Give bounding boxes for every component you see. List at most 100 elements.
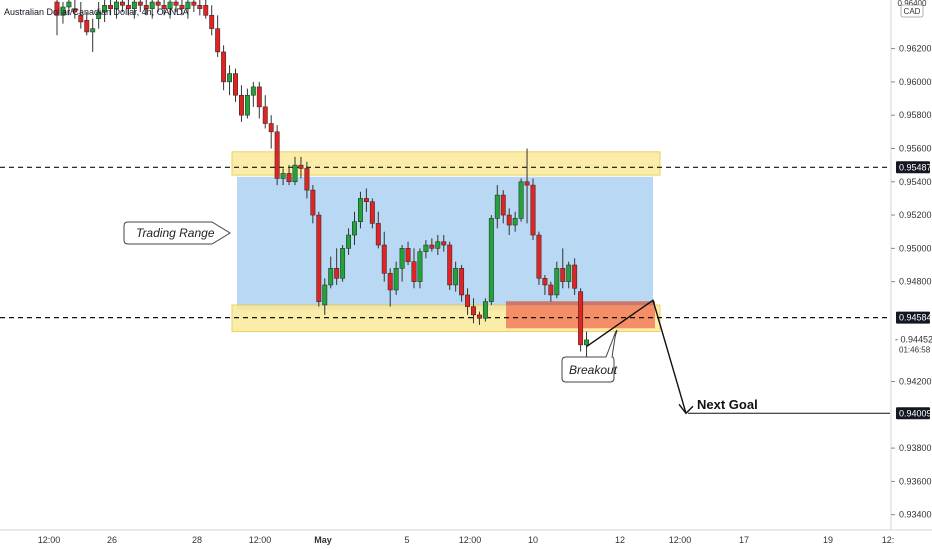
- time-tick-label: 10: [528, 535, 538, 545]
- bear-candle: [54, 1, 60, 16]
- bear-candle: [405, 248, 411, 262]
- bull-candle: [280, 173, 286, 179]
- bull-candle: [90, 28, 96, 33]
- bull-candle: [554, 268, 560, 296]
- bull-candle: [131, 1, 137, 9]
- bear-candle: [381, 244, 387, 274]
- candle-countdown: 01:46:58: [899, 346, 931, 355]
- next-goal-label: Next Goal: [697, 397, 758, 412]
- time-tick-label: 12:00: [38, 535, 61, 545]
- bear-candle: [197, 5, 203, 9]
- svg-text:0.94009: 0.94009: [899, 408, 932, 418]
- bull-candle: [488, 218, 494, 302]
- bear-candle: [548, 284, 554, 296]
- bear-candle: [304, 168, 310, 191]
- bull-candle: [149, 1, 155, 9]
- bull-candle: [417, 251, 423, 282]
- bull-candle: [102, 5, 108, 13]
- bull-candle: [566, 264, 572, 282]
- bull-candle: [393, 268, 399, 291]
- breakout-callout[interactable]: [561, 330, 617, 383]
- bear-candle: [120, 1, 125, 6]
- price-tick-label: 0.95600: [899, 143, 932, 153]
- price-axis[interactable]: 0.93400 0.93600 0.93800 0.94200 0.94800 0.950…: [890, 0, 932, 530]
- svg-text:0.94584: 0.94584: [899, 313, 932, 323]
- time-tick-label: 12:: [882, 535, 895, 545]
- bear-candle: [203, 5, 209, 16]
- price-tick-label: 0.94800: [899, 277, 932, 287]
- trading-range-callout[interactable]: [123, 221, 231, 245]
- bear-candle: [84, 20, 90, 33]
- bear-candle: [530, 184, 536, 236]
- bear-candle: [221, 51, 227, 83]
- last-price-label: - 0.94452: [895, 335, 932, 345]
- time-tick-label: 26: [107, 535, 117, 545]
- bull-candle: [185, 1, 191, 9]
- bear-candle: [524, 181, 530, 186]
- bear-candle: [560, 268, 566, 282]
- bear-candle: [411, 261, 417, 282]
- bear-candle: [179, 5, 185, 9]
- time-tick-label: 12:00: [249, 535, 272, 545]
- bear-candle: [72, 8, 78, 13]
- bull-candle: [346, 234, 352, 249]
- bull-candle: [453, 268, 459, 286]
- bull-candle: [352, 221, 357, 236]
- bear-candle: [542, 278, 548, 286]
- bull-candle: [584, 339, 589, 346]
- currency-label: CAD: [904, 7, 921, 16]
- bull-candle: [399, 248, 405, 269]
- time-tick-label: 12: [615, 535, 625, 545]
- bear-candle: [459, 268, 465, 296]
- svg-text:0.95487: 0.95487: [899, 162, 932, 172]
- bear-candle: [268, 123, 274, 133]
- bear-candle: [578, 291, 584, 346]
- bull-candle: [66, 1, 72, 8]
- bear-candle: [155, 1, 161, 6]
- bear-candle: [137, 1, 143, 6]
- bear-candle: [465, 294, 471, 307]
- candlestick-series: [54, 0, 589, 359]
- bull-candle: [60, 6, 66, 16]
- bull-candle: [512, 218, 518, 226]
- bear-candle: [572, 264, 578, 289]
- price-axis-partial-label: 0.96400: [898, 0, 927, 8]
- bull-candle: [292, 164, 298, 183]
- bear-candle: [125, 5, 131, 9]
- bear-candle: [256, 86, 262, 108]
- bear-candle: [506, 214, 512, 226]
- bull-candle: [328, 268, 334, 286]
- bull-candle: [494, 194, 500, 219]
- bear-candle: [209, 15, 215, 29]
- time-tick-label: 19: [823, 535, 833, 545]
- bear-candle: [239, 94, 244, 116]
- bear-candle: [173, 1, 179, 6]
- bear-candle: [369, 201, 375, 224]
- bear-candle: [310, 189, 316, 216]
- bear-candle: [334, 268, 340, 279]
- projection-arrow: [586, 299, 687, 414]
- trading-range-label: Trading Range: [136, 226, 215, 240]
- currency-badge[interactable]: [900, 4, 924, 18]
- bull-candle: [244, 94, 250, 116]
- price-tick-label: 0.95200: [899, 210, 932, 220]
- bear-candle: [500, 194, 506, 216]
- arrow-head-icon: [678, 403, 694, 415]
- bear-candle: [286, 173, 292, 183]
- bull-candle: [435, 241, 441, 249]
- bear-candle: [447, 244, 453, 286]
- bull-candle: [96, 11, 102, 19]
- price-tick-label: 0.94200: [899, 377, 932, 387]
- price-tick-label: 0.95800: [899, 110, 932, 120]
- price-tick-label: 0.93600: [899, 476, 932, 486]
- time-axis[interactable]: 12:00 26 28 12:00 May 5 12:00 10 12 12:00 17 19 12:: [0, 529, 932, 545]
- bear-candle: [477, 314, 482, 319]
- bull-candle: [340, 248, 346, 279]
- time-tick-label: 17: [739, 535, 749, 545]
- time-tick-label: 12:00: [459, 535, 482, 545]
- time-tick-label: 12:00: [669, 535, 692, 545]
- bull-candle: [518, 181, 524, 219]
- bear-candle: [262, 106, 268, 124]
- breakout-label: Breakout: [569, 363, 618, 377]
